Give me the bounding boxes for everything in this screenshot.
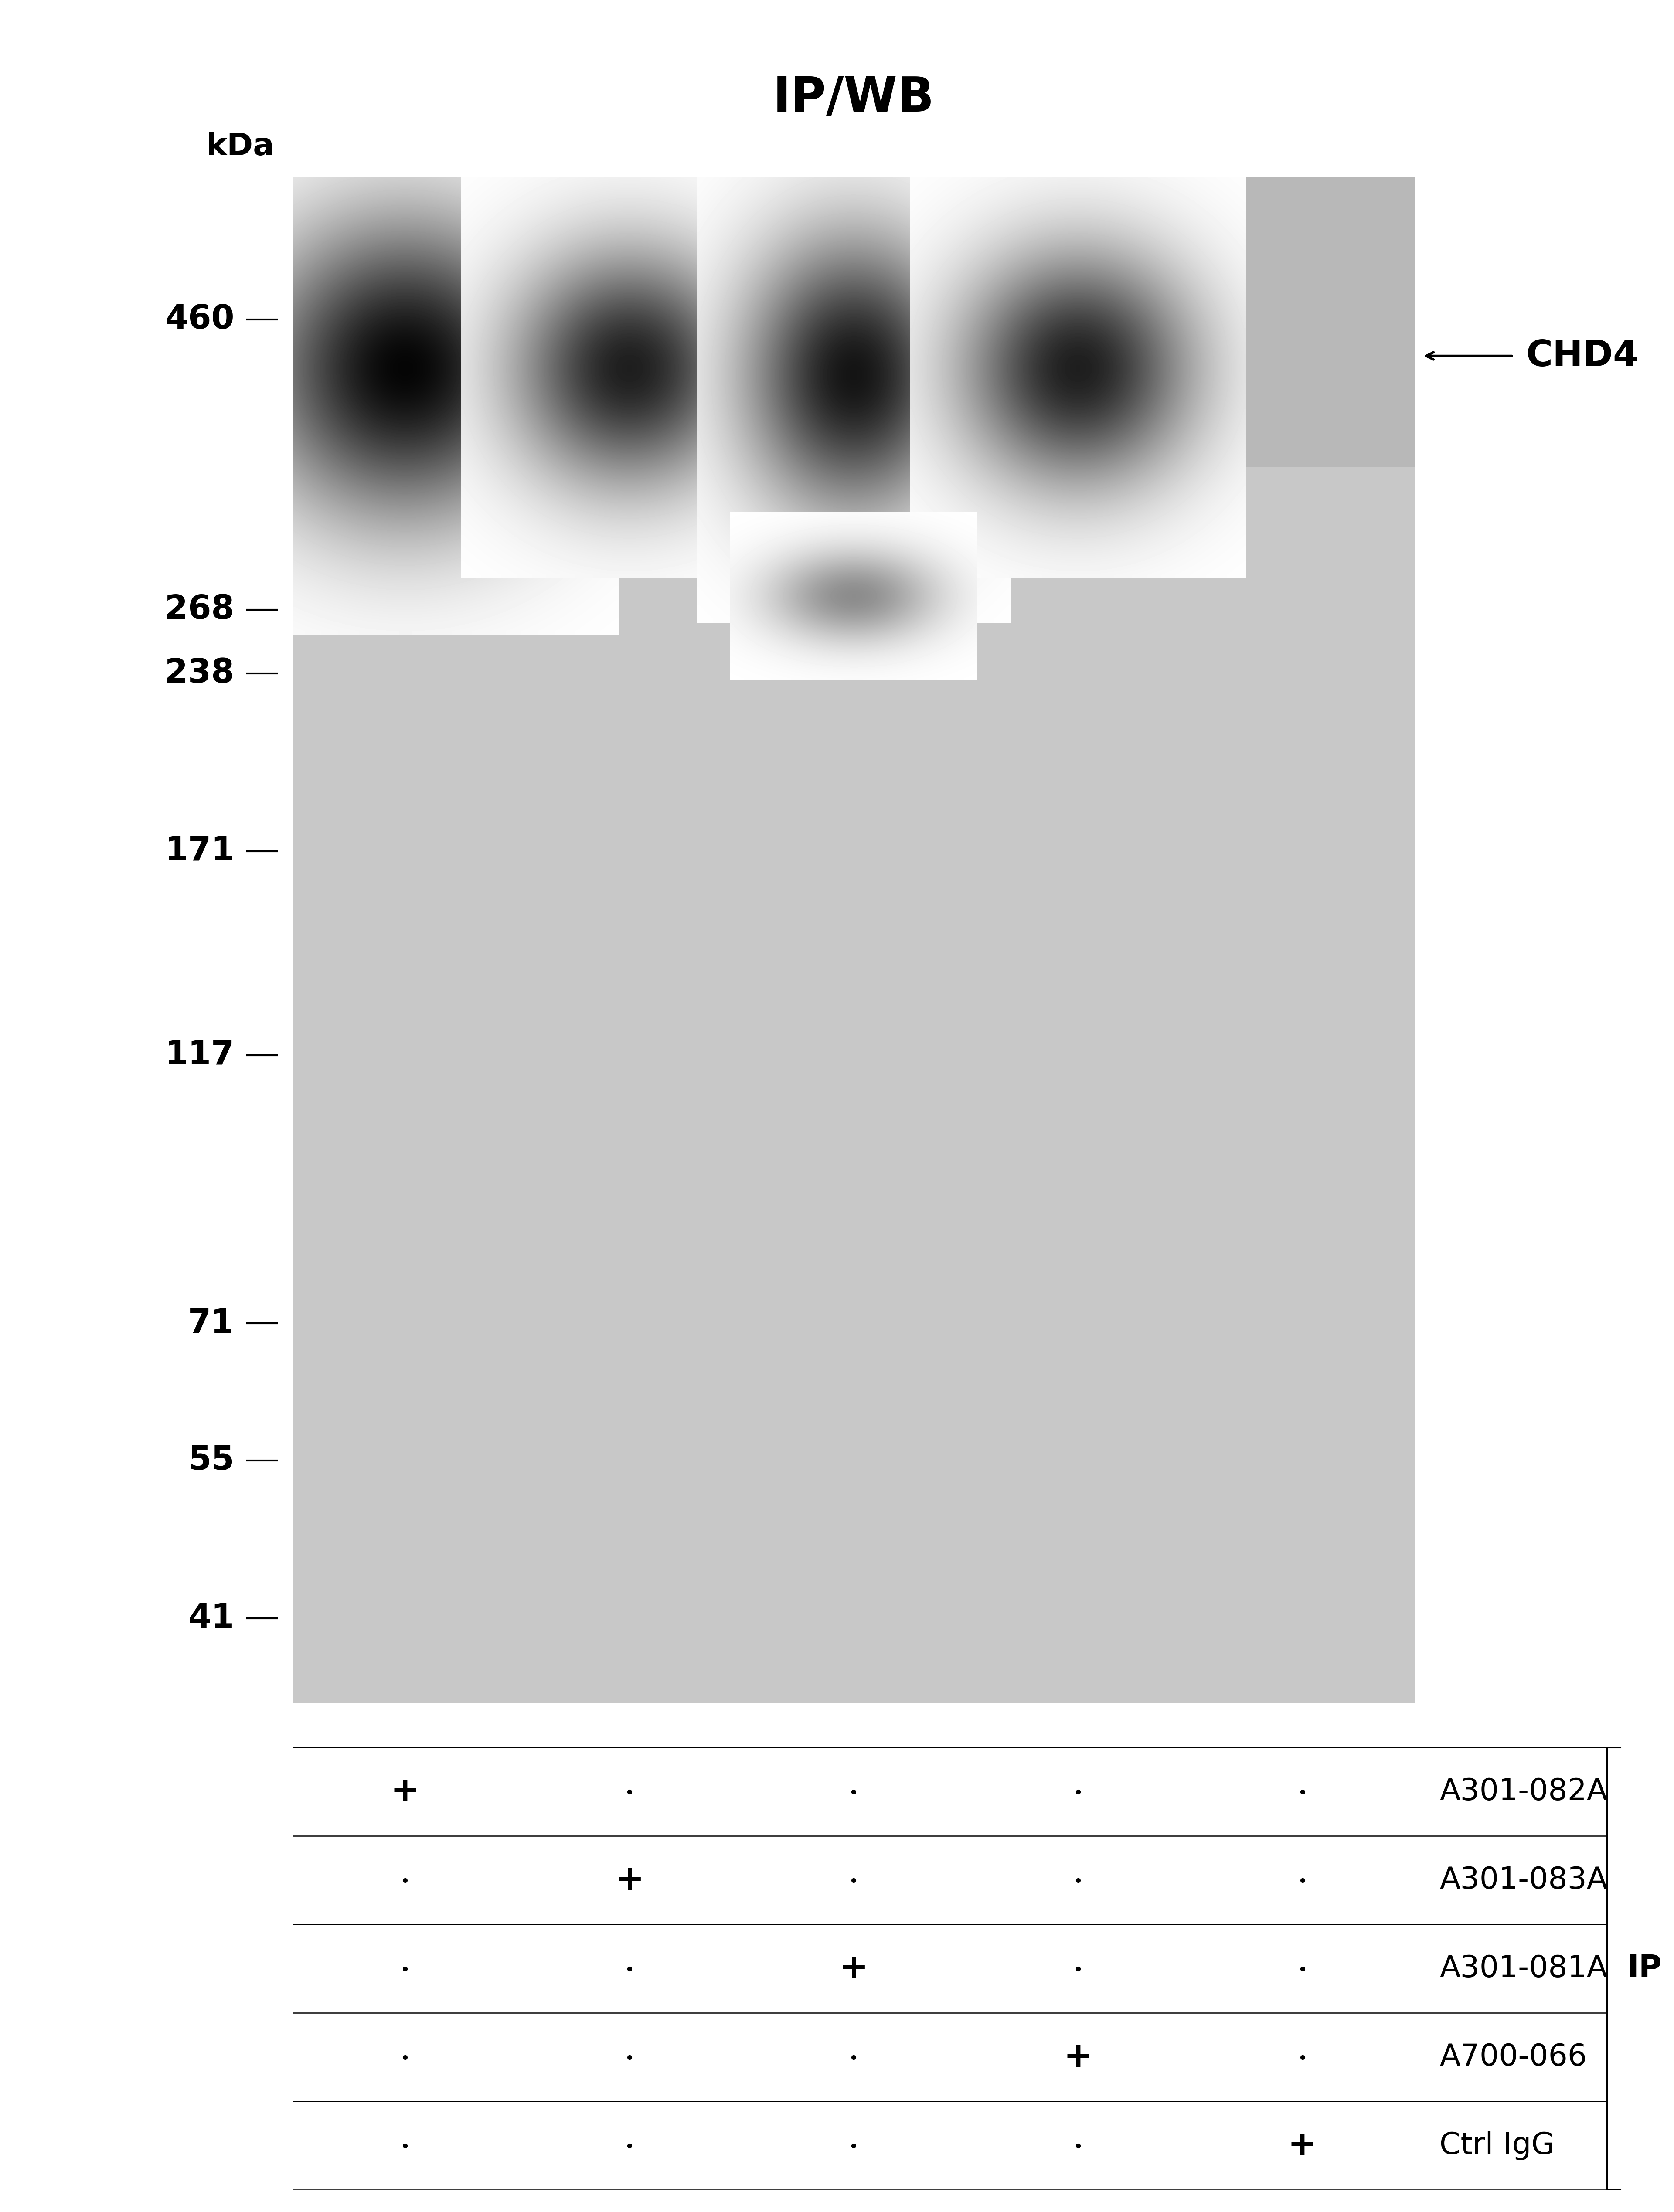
Text: 268: 268	[164, 593, 234, 626]
Text: 41: 41	[187, 1601, 234, 1635]
Text: 171: 171	[166, 836, 234, 867]
Text: 117: 117	[166, 1040, 234, 1071]
Text: IP/WB: IP/WB	[773, 75, 934, 122]
Text: CHD4: CHD4	[1527, 338, 1639, 374]
Text: +: +	[1287, 2128, 1317, 2163]
Text: +: +	[839, 1951, 869, 1986]
Text: +: +	[614, 1863, 644, 1898]
Text: Ctrl IgG: Ctrl IgG	[1440, 2130, 1555, 2161]
Text: +: +	[390, 1774, 420, 1809]
Text: A301-082A: A301-082A	[1440, 1776, 1607, 1807]
Text: kDa: kDa	[206, 133, 275, 161]
Text: 71: 71	[187, 1307, 234, 1340]
Text: 55: 55	[187, 1444, 234, 1478]
Text: 238: 238	[164, 657, 234, 690]
Text: 460: 460	[164, 303, 234, 336]
Text: IP: IP	[1627, 1953, 1662, 1984]
Text: +: +	[1063, 2039, 1093, 2075]
Text: A301-083A: A301-083A	[1440, 1865, 1607, 1896]
Text: A700-066: A700-066	[1440, 2042, 1587, 2073]
Text: A301-081A: A301-081A	[1440, 1953, 1607, 1984]
